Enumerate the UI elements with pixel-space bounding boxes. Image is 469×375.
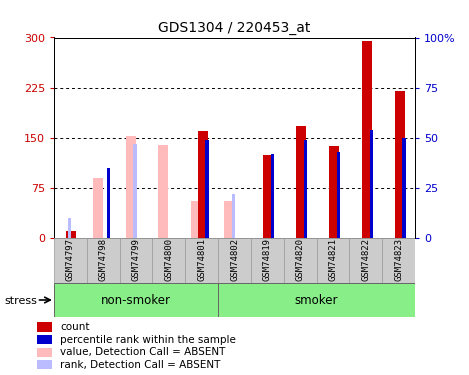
Bar (120, 238, 152, 283)
Bar (191, 201, 201, 238)
Bar (218, 238, 251, 283)
Text: GSM74802: GSM74802 (230, 238, 239, 281)
Bar (37, 335, 52, 344)
Bar (197, 131, 208, 238)
Bar (232, 194, 235, 238)
Bar (87, 238, 120, 283)
Text: GSM74822: GSM74822 (361, 238, 371, 281)
Bar (134, 144, 137, 238)
Text: GSM74799: GSM74799 (131, 238, 141, 281)
Bar (224, 201, 234, 238)
Bar (205, 140, 209, 238)
Bar (370, 130, 373, 238)
Text: stress: stress (5, 296, 38, 306)
Text: GSM74820: GSM74820 (295, 238, 305, 281)
Text: GSM74801: GSM74801 (197, 238, 206, 281)
Bar (296, 126, 306, 238)
Bar (337, 152, 340, 238)
Bar (54, 283, 218, 317)
Text: count: count (60, 322, 90, 332)
Bar (317, 238, 349, 283)
Text: value, Detection Call = ABSENT: value, Detection Call = ABSENT (60, 347, 226, 357)
Text: GSM74823: GSM74823 (394, 238, 403, 281)
Bar (218, 283, 415, 317)
Bar (362, 41, 372, 238)
Bar (68, 218, 71, 238)
Bar (271, 154, 274, 238)
Text: GSM74797: GSM74797 (66, 238, 75, 281)
Text: rank, Detection Call = ABSENT: rank, Detection Call = ABSENT (60, 360, 220, 370)
Text: percentile rank within the sample: percentile rank within the sample (60, 334, 236, 345)
Bar (251, 238, 284, 283)
Bar (402, 138, 406, 238)
Bar (263, 154, 273, 238)
Bar (126, 136, 136, 238)
Bar (349, 238, 382, 283)
Bar (37, 348, 52, 357)
Text: GSM74798: GSM74798 (98, 238, 108, 281)
Bar (37, 360, 52, 369)
Bar (159, 144, 168, 238)
Bar (107, 168, 110, 238)
Bar (54, 238, 87, 283)
Bar (329, 146, 339, 238)
Title: GDS1304 / 220453_at: GDS1304 / 220453_at (159, 21, 310, 35)
Text: GSM74819: GSM74819 (263, 238, 272, 281)
Text: GSM74821: GSM74821 (328, 238, 338, 281)
Bar (304, 140, 307, 238)
Text: GSM74800: GSM74800 (164, 238, 174, 281)
Bar (37, 322, 52, 332)
Bar (284, 238, 317, 283)
Bar (394, 91, 405, 238)
Bar (152, 238, 185, 283)
Bar (185, 238, 218, 283)
Text: smoker: smoker (295, 294, 338, 306)
Bar (66, 231, 76, 238)
Bar (382, 238, 415, 283)
Text: non-smoker: non-smoker (101, 294, 171, 306)
Bar (93, 178, 103, 238)
